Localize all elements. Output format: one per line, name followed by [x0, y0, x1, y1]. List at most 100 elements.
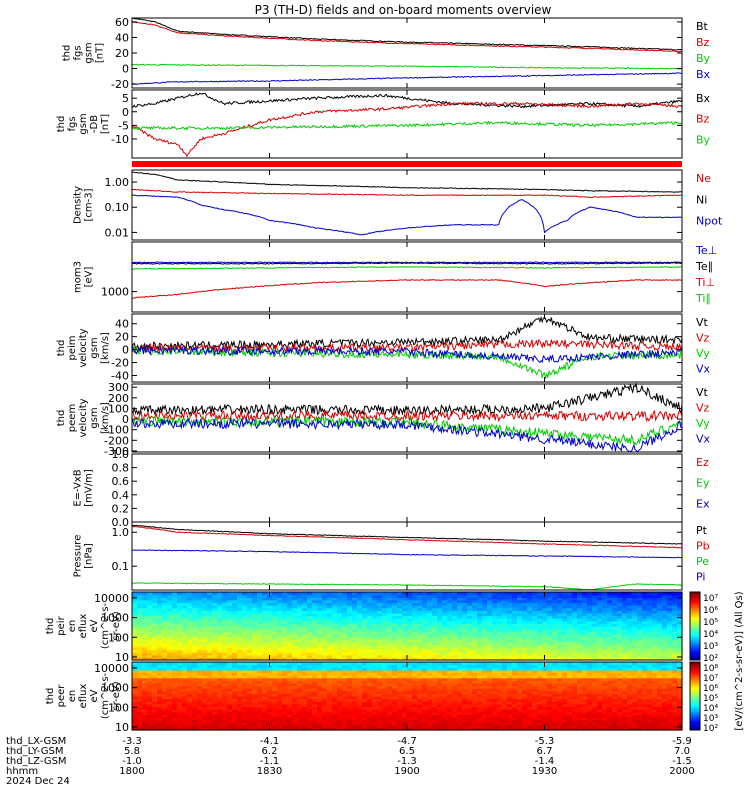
peir_spec-cell	[167, 641, 173, 645]
peer_spec-cell	[252, 688, 258, 692]
peer_spec-cell	[412, 664, 418, 668]
peer_spec-cell	[412, 698, 418, 702]
peer_spec-cell	[407, 685, 413, 689]
peer_spec-cell	[147, 719, 153, 723]
peir_spec-cell	[492, 615, 498, 619]
peer_spec-cell	[392, 680, 398, 684]
peir_spec-cell	[312, 607, 318, 611]
peir_spec-cell	[447, 636, 453, 640]
peir_spec-cell	[477, 605, 483, 609]
peir_spec-cell	[372, 620, 378, 624]
peir_spec-cell	[502, 652, 508, 656]
peer_spec-cell	[277, 714, 283, 718]
peir_spec-cell	[622, 626, 628, 630]
peer_spec-cell	[192, 669, 198, 674]
peir_spec-cell	[667, 633, 673, 638]
peir_spec-cell	[542, 620, 548, 624]
peer_spec-cell	[357, 669, 363, 674]
peir_spec-cell	[322, 639, 328, 643]
peir_spec-cell	[272, 623, 278, 627]
peir_spec-cell	[522, 639, 528, 643]
peir_spec-cell	[197, 654, 203, 658]
peer_spec-cell	[312, 711, 318, 715]
peer_spec-cell	[467, 664, 473, 668]
peir_spec-cell	[307, 607, 313, 611]
peir_spec-cell	[222, 654, 228, 658]
peir_spec-cell	[597, 633, 603, 638]
peer_spec-cell	[207, 682, 213, 687]
peir_spec-cell	[317, 633, 323, 638]
peer_spec-cell	[137, 698, 143, 702]
peir_spec-cell	[257, 602, 263, 606]
peer_spec-cell	[182, 698, 188, 702]
peir_spec-cell	[277, 618, 283, 622]
peir_spec-cell	[472, 620, 478, 624]
peir_spec-cell	[362, 599, 368, 604]
peir_spec-cell	[427, 612, 433, 617]
peer_spec-cell	[312, 682, 318, 687]
peir_spec-cell	[497, 597, 503, 601]
peer_spec-cell	[267, 682, 273, 687]
peir_spec-cell	[267, 644, 273, 648]
peir_spec-cell	[207, 654, 213, 658]
peer_spec-cell	[387, 722, 393, 726]
peer_spec-cell	[357, 664, 363, 668]
peer_spec-cell	[327, 677, 333, 681]
peir_spec-cell	[342, 636, 348, 640]
peir_spec-cell	[217, 631, 223, 635]
peir_spec-cell	[247, 594, 253, 598]
peir_spec-cell	[162, 633, 168, 638]
peir_spec-cell	[437, 597, 443, 601]
peir_spec-cell	[137, 592, 143, 596]
peir_spec-cell	[162, 602, 168, 606]
peir_spec-cell	[642, 628, 648, 632]
peer_spec-cell	[227, 714, 233, 718]
peir_spec-cell	[552, 623, 558, 627]
peer_spec-cell	[137, 690, 143, 694]
peir_spec-cell	[642, 607, 648, 611]
fgs-ytick-label: -20	[111, 78, 129, 91]
peir_spec-cell	[547, 639, 553, 643]
peer_spec-cell	[327, 685, 333, 689]
peir_spec-cell	[427, 605, 433, 609]
panel-peir_spec: 10100100010000thdpeirenefluxeV(cm^2-s-sr…	[45, 591, 683, 664]
peer_spec-cell	[207, 706, 213, 710]
peir_spec-cell	[577, 641, 583, 645]
peer_spec-cell	[167, 696, 173, 700]
peer_spec-cell	[452, 677, 458, 681]
peir_spec-cell	[647, 646, 653, 651]
peir_spec-cell	[522, 597, 528, 601]
peer_spec-cell	[382, 667, 388, 671]
peir_spec-cell	[197, 644, 203, 648]
peir_spec-cell	[272, 602, 278, 606]
peir_spec-cell	[572, 615, 578, 619]
peer_spec-cell	[362, 664, 368, 668]
efield-ytick-label: 0.8	[112, 462, 130, 475]
peer_spec-cell	[407, 709, 413, 713]
peer_spec-cell	[377, 672, 383, 676]
peir_spec-cell	[187, 623, 193, 627]
peer_spec-cell	[277, 693, 283, 697]
peir_spec-cell	[432, 641, 438, 645]
peer_spec-cell	[202, 669, 208, 674]
peir_spec-cell	[327, 602, 333, 606]
peir_spec-cell	[527, 628, 533, 632]
peir_spec-cell	[592, 610, 598, 614]
peir_spec-cell	[532, 633, 538, 638]
peir_spec-cell	[542, 631, 548, 635]
peer_spec-cell	[137, 727, 143, 731]
peer_spec-cell	[417, 667, 423, 671]
peer_spec-cell	[392, 690, 398, 694]
peir_spec-cell	[207, 618, 213, 622]
peir_spec-cell	[327, 646, 333, 651]
peir_spec-cell	[162, 623, 168, 627]
peir_spec-cell	[637, 592, 643, 596]
peir_spec-cell	[337, 610, 343, 614]
peer_spec-cell	[417, 682, 423, 687]
peir_spec-cell	[192, 615, 198, 619]
peir_spec-cell	[167, 615, 173, 619]
peir_spec-cell	[177, 599, 183, 604]
peer_spec-cell	[337, 722, 343, 726]
peir_spec-cell	[522, 628, 528, 632]
peir_spec-cell	[557, 607, 563, 611]
